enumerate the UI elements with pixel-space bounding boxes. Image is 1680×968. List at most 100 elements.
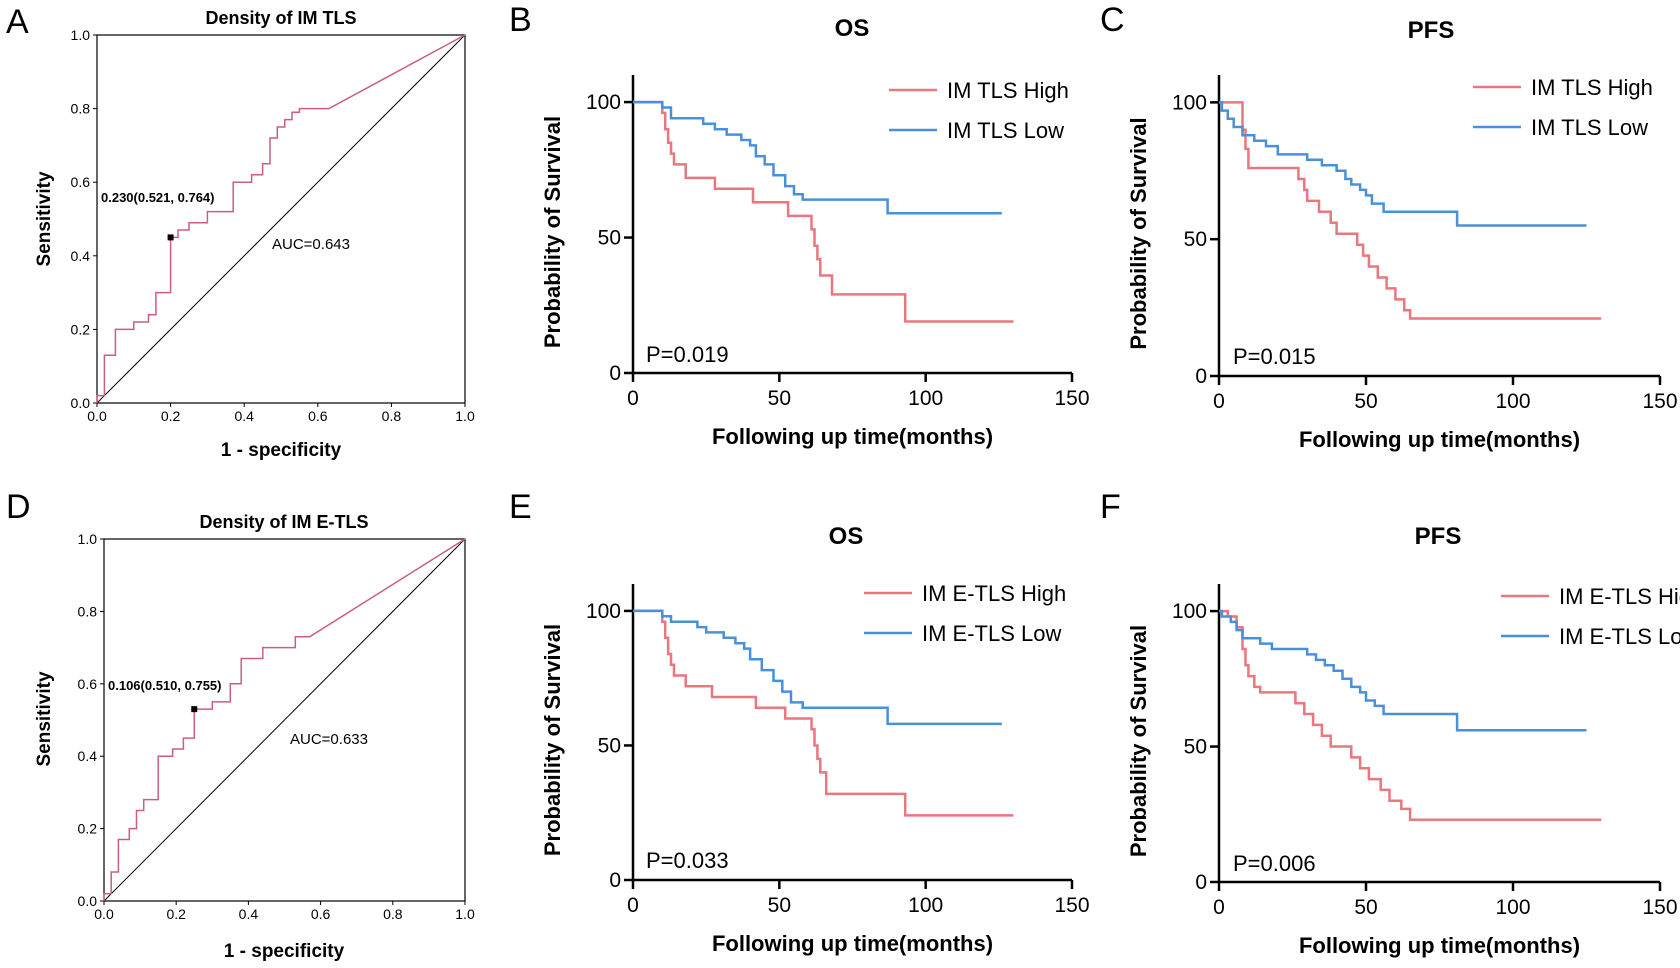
x-tick-label: 0 bbox=[1213, 896, 1225, 919]
p-value-label: P=0.006 bbox=[1233, 851, 1316, 876]
y-tick-label: 0.2 bbox=[71, 321, 91, 337]
roc-curve bbox=[96, 34, 466, 403]
x-tick-label: 0.0 bbox=[94, 906, 114, 922]
chart-title: PFS bbox=[1408, 17, 1455, 44]
x-axis-label: Following up time(months) bbox=[1299, 427, 1580, 452]
y-tick-label: 50 bbox=[598, 227, 621, 250]
y-tick-label: 0.4 bbox=[71, 248, 91, 264]
plot-frame bbox=[103, 538, 466, 902]
x-tick-label: 1.0 bbox=[455, 906, 475, 922]
chart-title: Density of IM TLS bbox=[205, 8, 356, 28]
legend-label: IM TLS Low bbox=[947, 118, 1064, 143]
x-tick-label: 100 bbox=[1495, 390, 1530, 413]
survival-curve-low bbox=[633, 609, 1002, 726]
p-value-label: P=0.033 bbox=[646, 848, 729, 873]
cutoff-point bbox=[167, 234, 174, 241]
y-axis-label: Sensitivity bbox=[34, 171, 55, 266]
cutoff-point bbox=[191, 706, 198, 713]
y-tick-label: 100 bbox=[1172, 91, 1207, 114]
x-tick-label: 100 bbox=[908, 894, 943, 917]
y-tick-label: 100 bbox=[1172, 600, 1207, 623]
y-tick-label: 50 bbox=[1184, 228, 1207, 251]
y-tick-label: 0.8 bbox=[71, 101, 91, 117]
y-tick-label: 0.6 bbox=[78, 676, 98, 692]
y-tick-label: 0.0 bbox=[78, 893, 98, 909]
chart-title: OS bbox=[835, 15, 870, 42]
x-tick-label: 1.0 bbox=[455, 408, 475, 424]
x-tick-label: 0.2 bbox=[161, 408, 181, 424]
y-tick-label: 0 bbox=[609, 362, 621, 385]
x-tick-label: 0.0 bbox=[87, 408, 107, 424]
legend-label: IM E-TLS Low bbox=[1559, 624, 1680, 649]
x-tick-label: 50 bbox=[768, 387, 791, 410]
y-tick-label: 0 bbox=[1195, 365, 1207, 388]
x-tick-label: 150 bbox=[1054, 387, 1089, 410]
x-tick-label: 0.4 bbox=[234, 408, 254, 424]
survival-curve-high bbox=[633, 609, 1014, 817]
survival-curve-low bbox=[1219, 101, 1587, 227]
survival-curve-low bbox=[633, 100, 1002, 215]
panel-c: C PFS 0 50 100 150 0 50 100 Following up time(mon… bbox=[1100, 1, 1678, 452]
y-tick-label: 0.6 bbox=[71, 174, 91, 190]
x-tick-label: 150 bbox=[1054, 894, 1089, 917]
auc-label: AUC=0.633 bbox=[290, 731, 368, 748]
panel-letter: D bbox=[6, 488, 31, 526]
x-axis-label: 1 - specificity bbox=[221, 440, 342, 461]
survival-curve-high bbox=[1219, 609, 1602, 821]
survival-curve-high bbox=[1219, 101, 1602, 320]
legend-label: IM E-TLS Low bbox=[922, 621, 1061, 646]
y-tick-label: 0 bbox=[609, 869, 621, 892]
legend-label: IM E-TLS High bbox=[922, 581, 1066, 606]
x-tick-label: 0.8 bbox=[382, 408, 402, 424]
x-tick-label: 0.6 bbox=[311, 906, 331, 922]
y-tick-label: 0.0 bbox=[71, 395, 91, 411]
x-axis-label: Following up time(months) bbox=[1299, 933, 1580, 958]
y-tick-label: 1.0 bbox=[71, 27, 91, 43]
x-tick-label: 0.6 bbox=[308, 408, 328, 424]
cutoff-label: 0.106(0.510, 0.755) bbox=[108, 678, 221, 693]
x-tick-label: 0.8 bbox=[383, 906, 403, 922]
roc-curve bbox=[103, 538, 466, 901]
p-value-label: P=0.015 bbox=[1233, 344, 1316, 369]
x-tick-label: 50 bbox=[1354, 896, 1377, 919]
survival-curve-high bbox=[633, 100, 1014, 323]
panel-letter: E bbox=[509, 488, 532, 526]
auc-label: AUC=0.643 bbox=[272, 236, 350, 253]
plot-frame bbox=[96, 34, 466, 404]
p-value-label: P=0.019 bbox=[646, 342, 729, 367]
x-tick-label: 150 bbox=[1642, 390, 1677, 413]
y-axis-label: Probability of Survival bbox=[540, 116, 565, 348]
x-tick-label: 100 bbox=[908, 387, 943, 410]
legend-label: IM TLS High bbox=[947, 78, 1069, 103]
legend-label: IM E-TLS High bbox=[1559, 584, 1680, 609]
legend-label: IM TLS Low bbox=[1531, 115, 1648, 140]
chart-title: PFS bbox=[1415, 523, 1462, 550]
x-tick-label: 150 bbox=[1642, 896, 1677, 919]
chart-title: Density of IM E-TLS bbox=[199, 512, 368, 532]
y-tick-label: 0.8 bbox=[78, 603, 98, 619]
diagonal-reference-line bbox=[103, 538, 466, 902]
panel-letter: C bbox=[1100, 1, 1125, 39]
y-axis-label: Sensitivity bbox=[34, 671, 55, 766]
chart-title: OS bbox=[829, 523, 864, 550]
x-axis-label: Following up time(months) bbox=[712, 931, 993, 956]
y-axis-label: Probability of Survival bbox=[1126, 117, 1151, 349]
panel-b: B OS 0 50 100 150 0 50 100 Following up time(mont… bbox=[509, 1, 1090, 449]
y-tick-label: 100 bbox=[586, 91, 621, 114]
y-axis-label: Probability of Survival bbox=[1126, 625, 1151, 857]
x-tick-label: 0 bbox=[1213, 390, 1225, 413]
panel-f: F PFS 0 50 100 150 0 50 100 Following up time(mon… bbox=[1100, 488, 1680, 958]
panel-e: E OS 0 50 100 150 0 50 100 Following up time(mont… bbox=[509, 488, 1090, 956]
diagonal-reference-line bbox=[96, 34, 466, 404]
y-axis-label: Probability of Survival bbox=[540, 624, 565, 856]
y-tick-label: 0.2 bbox=[78, 821, 98, 837]
y-tick-label: 0 bbox=[1195, 871, 1207, 894]
x-tick-label: 0 bbox=[627, 894, 639, 917]
x-axis-label: 1 - specificity bbox=[224, 941, 345, 962]
x-tick-label: 0.4 bbox=[239, 906, 259, 922]
cutoff-label: 0.230(0.521, 0.764) bbox=[101, 190, 214, 205]
x-tick-label: 50 bbox=[1354, 390, 1377, 413]
x-tick-label: 50 bbox=[768, 894, 791, 917]
y-tick-label: 1.0 bbox=[78, 531, 98, 547]
x-tick-label: 100 bbox=[1495, 896, 1530, 919]
